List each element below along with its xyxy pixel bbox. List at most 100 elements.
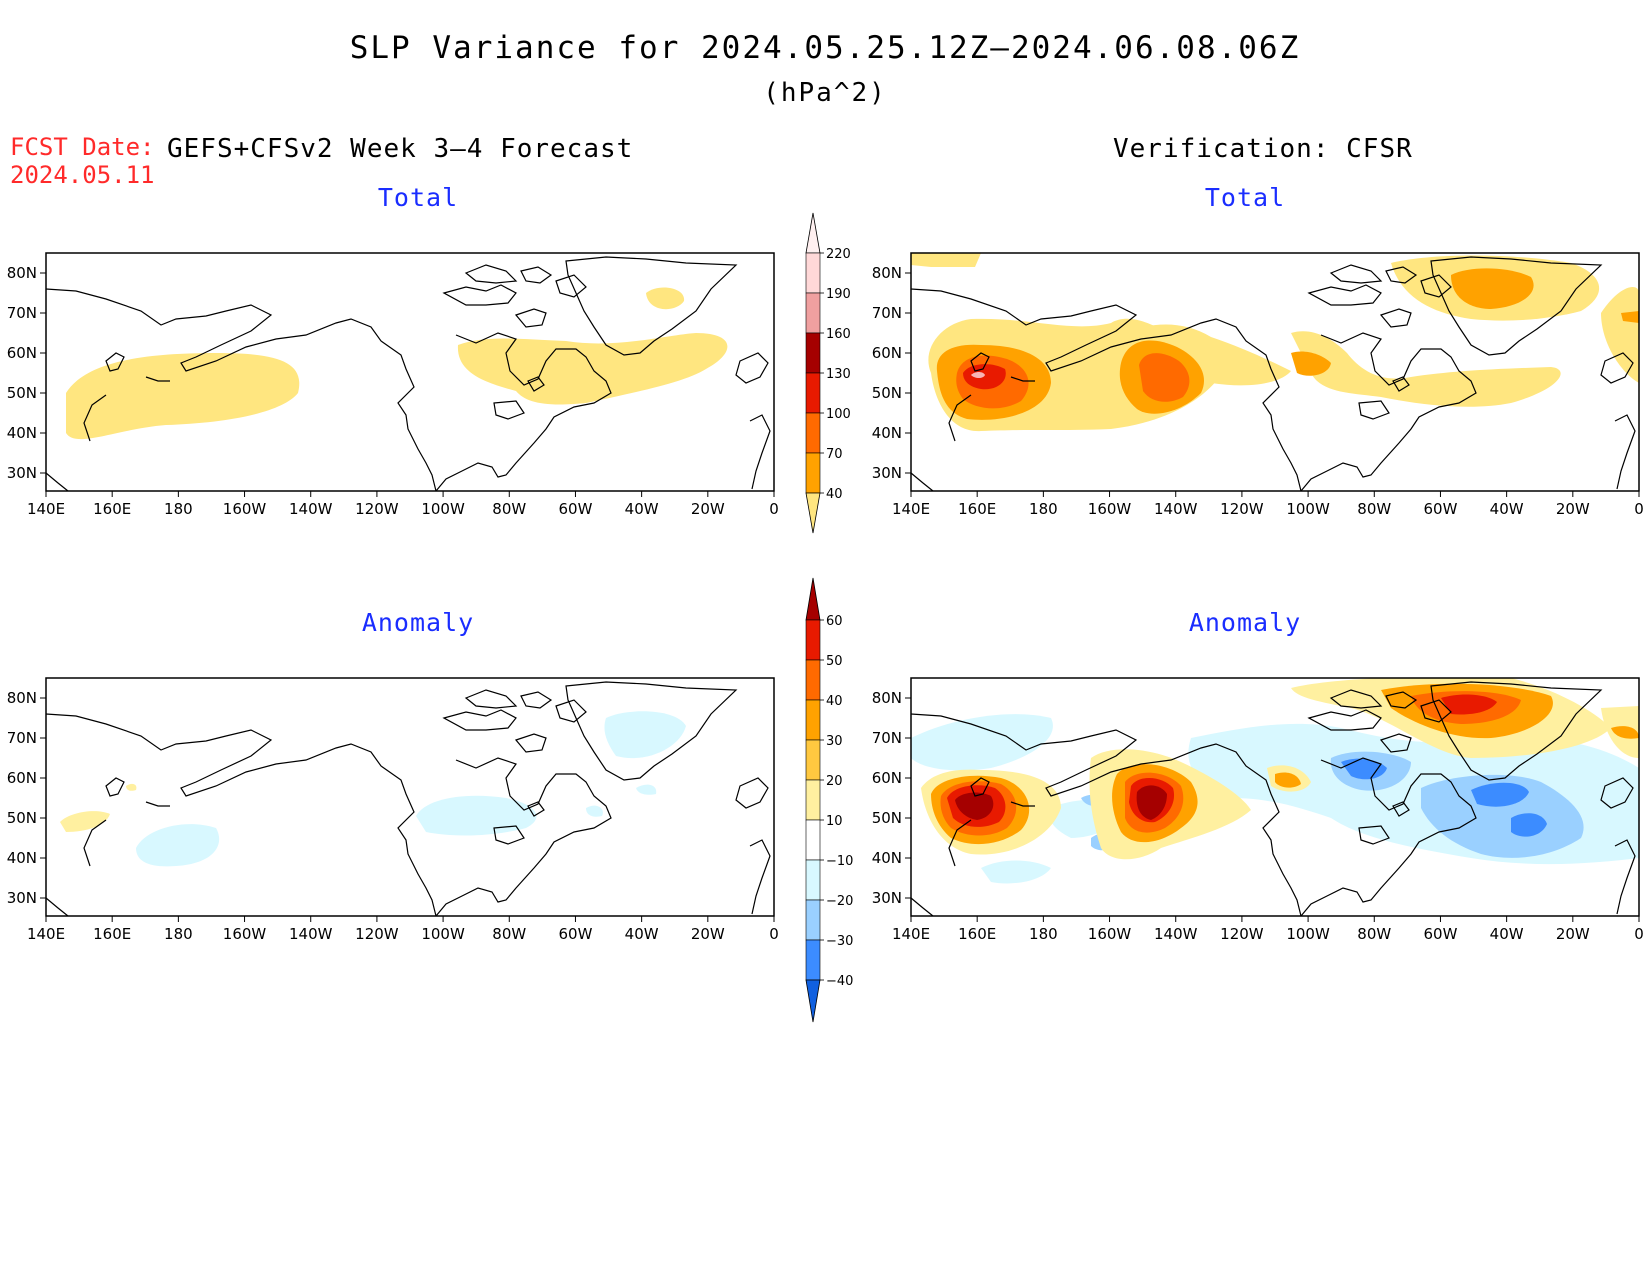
fc-anom-neg-greenland: [604, 711, 686, 759]
lat-tick-label: 40N: [7, 849, 37, 867]
ob-total-yellow-canada: [1291, 331, 1561, 407]
lon-tick-label: 80W: [492, 500, 526, 518]
lat-tick-label: 30N: [7, 464, 37, 482]
lon-tick-label: 0: [769, 925, 779, 943]
verification-anomaly-title: Anomaly: [1188, 608, 1302, 637]
ob-anom-ltblue-south: [981, 860, 1051, 884]
lat-tick-label: 70N: [7, 729, 37, 747]
colorbar-level-label: 40: [826, 487, 843, 502]
lon-tick-label: 120W: [355, 925, 399, 943]
forecast-total-title: Total: [377, 183, 459, 212]
lon-tick-label: 20W: [1556, 500, 1590, 518]
lat-tick-label: 60N: [7, 344, 37, 362]
colorbar-bottom-arrow: [805, 492, 821, 534]
lon-tick-label: 80W: [1357, 500, 1391, 518]
total-colorbar: 220 190 160 130 100 70 40: [805, 212, 851, 534]
lon-tick-label: 20W: [691, 500, 725, 518]
lon-tick-label: 20W: [691, 925, 725, 943]
colorbar-level-label: 50: [826, 654, 843, 669]
colorbar-swatch: [805, 939, 821, 981]
colorbar-top-arrow: [805, 212, 821, 254]
lon-tick-label: 0: [1634, 500, 1644, 518]
units-subtitle: (hPa^2): [763, 78, 887, 108]
lat-tick-label: 50N: [872, 384, 902, 402]
lat-tick-label: 70N: [7, 304, 37, 322]
ob-total-dkorange-gulf: [1139, 353, 1190, 402]
colorbar-level-label: 30: [826, 734, 843, 749]
figure-title: SLP Variance for 2024.05.25.12Z–2024.06.…: [349, 30, 1301, 66]
verification-total-title: Total: [1204, 183, 1286, 212]
colorbar-top-arrow: [805, 577, 821, 621]
colorbar-level-label: 70: [826, 447, 843, 462]
ob-total-yellow-eastedge: [1601, 287, 1639, 383]
lon-tick-label: 140E: [892, 500, 930, 518]
lat-tick-label: 30N: [7, 889, 37, 907]
ob-anom-blue-atlantic: [1421, 774, 1584, 858]
fcst-label: FCST Date:: [10, 133, 155, 161]
ob-total-pink-kamchatka: [971, 372, 985, 378]
fcst-date: 2024.05.11: [10, 161, 155, 189]
colorbar-swatch: [805, 859, 821, 901]
ob-total-yellow-arctic-w: [911, 253, 981, 267]
lon-tick-label: 40W: [1490, 925, 1524, 943]
colorbar-level-label: 130: [826, 367, 851, 382]
colorbar-level-label: 10: [826, 814, 843, 829]
lon-tick-label: 100W: [1286, 925, 1330, 943]
lat-tick-label: 40N: [872, 424, 902, 442]
lat-tick-label: 40N: [7, 424, 37, 442]
colorbar-bottom-arrow: [805, 979, 821, 1023]
ob-anom-dkblue-atl2: [1511, 813, 1547, 837]
colorbar-swatch: [805, 252, 821, 294]
colorbar-swatch: [805, 452, 821, 494]
lat-tick-label: 80N: [7, 264, 37, 282]
lon-tick-label: 80W: [1357, 925, 1391, 943]
colorbar-swatch: [805, 819, 821, 861]
colorbar-level-label: 160: [826, 327, 851, 342]
ob-anom-red-greenland: [1441, 694, 1497, 715]
lat-tick-label: 80N: [872, 689, 902, 707]
lon-tick-label: 60W: [558, 925, 592, 943]
lon-tick-label: 140W: [1154, 925, 1198, 943]
lat-tick-label: 50N: [7, 809, 37, 827]
lat-tick-label: 60N: [7, 769, 37, 787]
ob-total-orange-canada: [1291, 351, 1331, 376]
fc-anom-neg-pacific: [136, 824, 220, 867]
lat-tick-label: 30N: [872, 464, 902, 482]
lon-tick-label: 160E: [958, 925, 996, 943]
colorbar-level-label: 100: [826, 407, 851, 422]
ob-total-orange-east: [1621, 311, 1639, 323]
lon-tick-label: 120W: [355, 500, 399, 518]
ob-anom-orange-east: [1611, 726, 1639, 739]
ob-anom-ltblue-west: [911, 714, 1053, 771]
lat-tick-label: 80N: [872, 264, 902, 282]
lon-tick-label: 140W: [289, 925, 333, 943]
fc-total-shade-greenland: [646, 287, 685, 310]
ob-total-red-kamchatka: [963, 364, 1006, 390]
forecast-anomaly-map: [45, 677, 775, 917]
fc-anom-pos-kamchatka2: [126, 783, 137, 791]
lat-tick-label: 50N: [872, 809, 902, 827]
map-axes: 80N 70N 60N 50N 40N 30N 140E 160E 180 160W 140W 120…: [7, 264, 1644, 943]
lon-tick-label: 20W: [1556, 925, 1590, 943]
fc-anom-neg-small: [636, 784, 657, 795]
lon-tick-label: 40W: [625, 500, 659, 518]
colorbar-swatch: [805, 292, 821, 334]
lon-tick-label: 140E: [27, 500, 65, 518]
ob-anom-dkred-kamchatka: [955, 792, 994, 820]
fc-anom-neg-canada: [416, 795, 537, 836]
colorbar-level-label: −30: [826, 934, 853, 949]
colorbar-level-label: 40: [826, 694, 843, 709]
lon-tick-label: 160E: [93, 925, 131, 943]
lon-tick-label: 120W: [1220, 925, 1264, 943]
colorbar-swatch: [805, 739, 821, 781]
lat-tick-label: 60N: [872, 769, 902, 787]
colorbar-swatch: [805, 779, 821, 821]
lon-tick-label: 180: [1029, 500, 1058, 518]
colorbar-level-label: −10: [826, 854, 853, 869]
colorbar-level-label: 220: [826, 247, 851, 262]
lat-tick-label: 60N: [872, 344, 902, 362]
lon-tick-label: 100W: [1286, 500, 1330, 518]
colorbar-level-label: 60: [826, 614, 843, 629]
colorbar-level-label: −20: [826, 894, 853, 909]
